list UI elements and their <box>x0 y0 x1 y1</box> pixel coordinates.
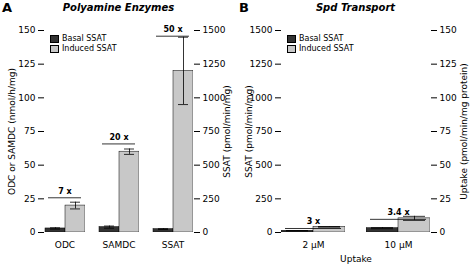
svg-text:500: 500 <box>255 160 272 170</box>
html-text:Basal SSAT: Basal SSAT <box>62 34 107 43</box>
svg-text:25: 25 <box>24 194 35 204</box>
html-text:A: A <box>2 0 13 15</box>
html-text:Basal SSAT: Basal SSAT <box>299 34 344 43</box>
html-text:B: B <box>239 0 249 15</box>
svg-text:ODC or SAMDC (nmol/h/mg): ODC or SAMDC (nmol/h/mg) <box>7 68 17 195</box>
svg-text:125: 125 <box>18 59 35 69</box>
svg-text:10 μM: 10 μM <box>385 240 413 250</box>
svg-text:SAMDC: SAMDC <box>102 240 135 250</box>
svg-text:7 x: 7 x <box>58 187 72 196</box>
svg-text:ODC: ODC <box>55 240 75 250</box>
svg-text:50: 50 <box>24 160 36 170</box>
svg-text:50 x: 50 x <box>163 25 183 34</box>
svg-text:150: 150 <box>440 25 457 35</box>
svg-text:3 x: 3 x <box>307 217 321 226</box>
svg-text:Uptake: Uptake <box>340 254 372 264</box>
svg-text:SSAT (pmol/min/mg): SSAT (pmol/min/mg) <box>244 85 254 177</box>
svg-text:1250: 1250 <box>250 59 273 69</box>
svg-text:500: 500 <box>203 160 220 170</box>
svg-text:SSAT: SSAT <box>162 240 185 250</box>
svg-text:2 μM: 2 μM <box>302 240 324 250</box>
svg-text:50: 50 <box>440 160 452 170</box>
svg-text:75: 75 <box>440 126 451 136</box>
svg-text:1500: 1500 <box>250 25 273 35</box>
svg-text:3.4 x: 3.4 x <box>387 208 410 217</box>
svg-text:75: 75 <box>24 126 35 136</box>
html-text:Induced SSAT: Induced SSAT <box>62 44 117 53</box>
html-text:Polyamine Enzymes: Polyamine Enzymes <box>62 2 175 13</box>
svg-text:20 x: 20 x <box>109 133 129 142</box>
svg-text:SSAT (pmol/min/mg): SSAT (pmol/min/mg) <box>222 85 232 177</box>
svg-text:0: 0 <box>440 227 446 237</box>
svg-text:0: 0 <box>203 227 209 237</box>
svg-text:25: 25 <box>440 194 451 204</box>
svg-text:100: 100 <box>18 93 35 103</box>
svg-text:1250: 1250 <box>203 59 226 69</box>
html-text:Spd Transport: Spd Transport <box>315 2 396 13</box>
svg-text:0: 0 <box>267 227 273 237</box>
svg-text:250: 250 <box>255 194 272 204</box>
svg-text:150: 150 <box>18 25 35 35</box>
svg-text:750: 750 <box>203 126 220 136</box>
svg-text:250: 250 <box>203 194 220 204</box>
svg-text:125: 125 <box>440 59 457 69</box>
svg-text:750: 750 <box>255 126 272 136</box>
svg-text:1500: 1500 <box>203 25 226 35</box>
svg-text:1000: 1000 <box>202 92 226 103</box>
svg-text:Uptake (pmol/min/mg protein): Uptake (pmol/min/mg protein) <box>459 63 469 200</box>
svg-text:0: 0 <box>30 227 36 237</box>
html-text:Induced SSAT: Induced SSAT <box>299 44 354 53</box>
svg-text:100: 100 <box>440 93 457 103</box>
svg-text:1000: 1000 <box>249 92 273 103</box>
